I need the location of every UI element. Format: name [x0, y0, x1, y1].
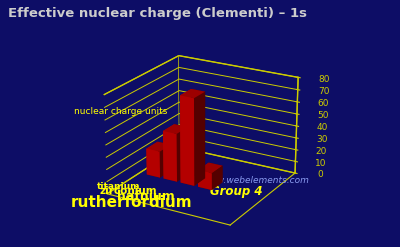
Text: Effective nuclear charge (Clementi) – 1s: Effective nuclear charge (Clementi) – 1s: [8, 7, 307, 21]
